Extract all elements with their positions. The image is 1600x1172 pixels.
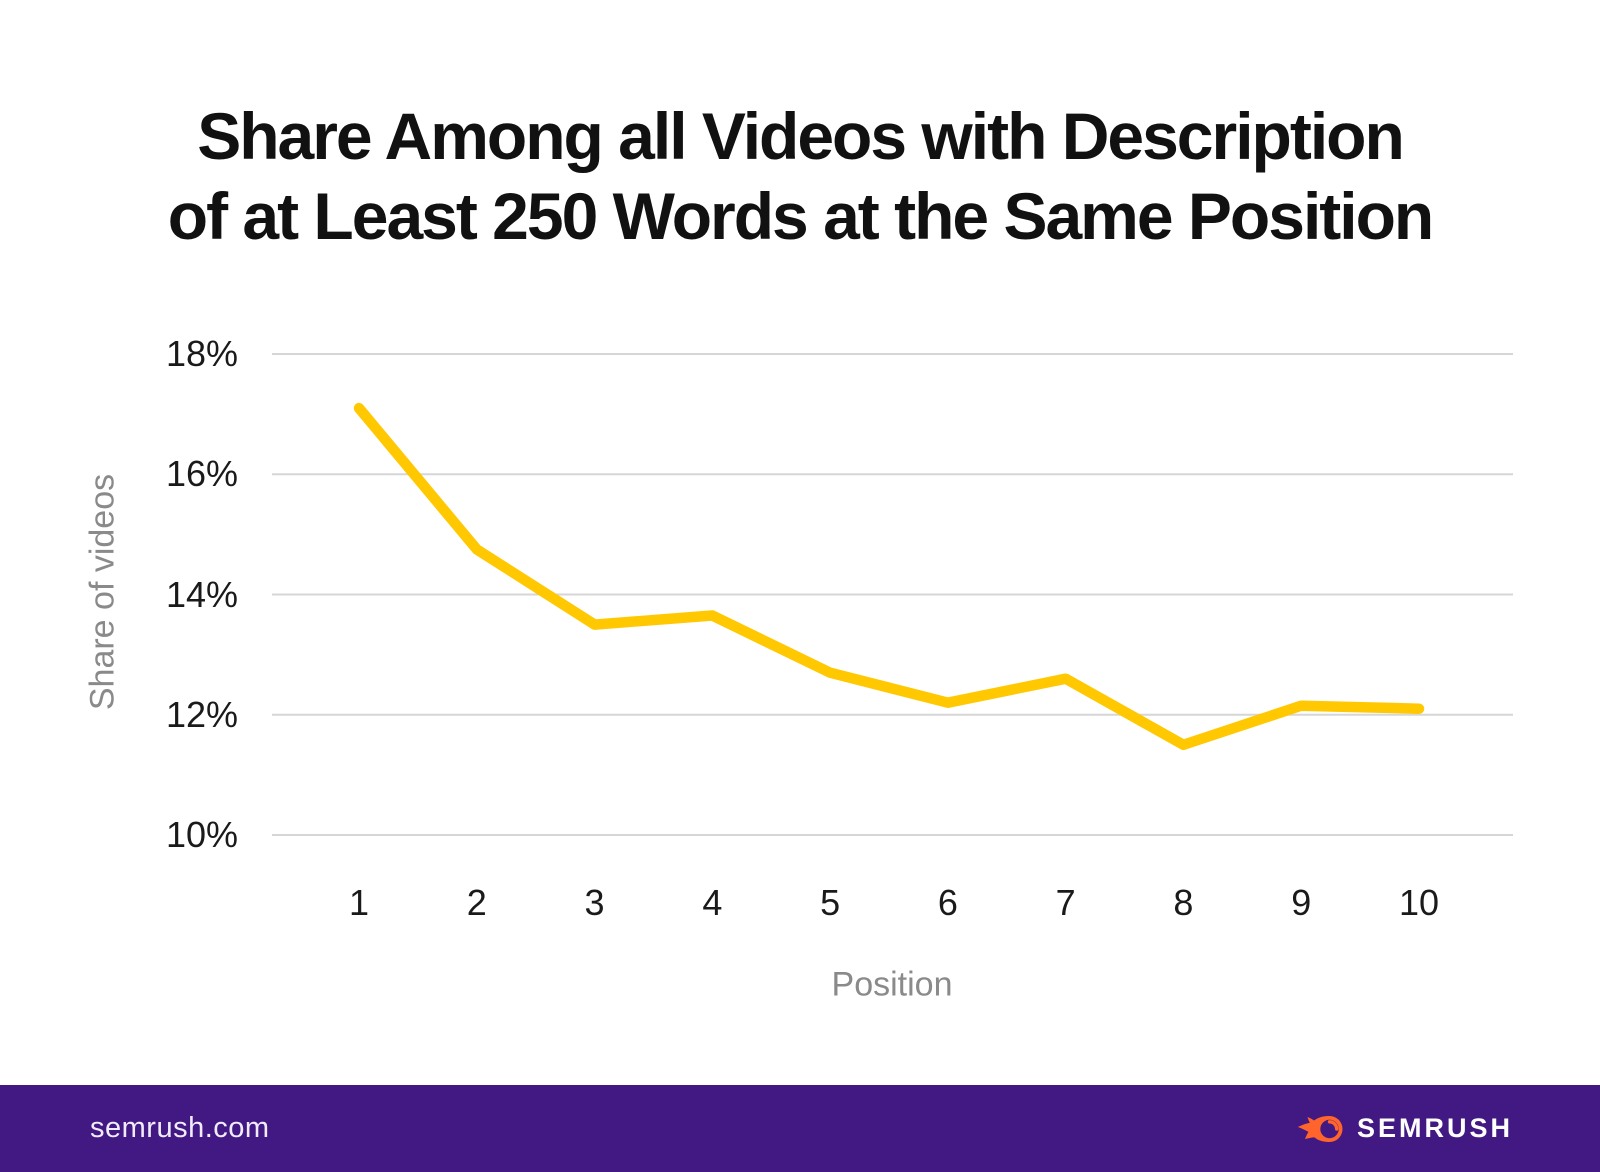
y-tick-label: 18% [165,333,238,374]
semrush-flame-icon [1297,1115,1343,1142]
x-tick-label: 7 [1055,882,1076,923]
y-axis-title: Share of videos [83,473,122,711]
x-axis-title: Position [831,965,953,1004]
y-tick-label: 10% [165,814,238,855]
x-tick-label: 10 [1398,882,1440,923]
semrush-logo: SEMRUSH [1297,1113,1513,1144]
x-tick-label: 8 [1173,882,1194,923]
website-url: semrush.com [90,1112,270,1144]
y-tick-label: 12% [165,693,238,735]
x-tick-label: 3 [584,882,605,923]
x-tick-label: 6 [937,882,958,923]
x-tick-label: 2 [466,882,487,923]
data-series-line [353,402,1425,751]
chart-title-line1: Share Among all Videos with Description [197,99,1405,173]
y-tick-label: 14% [165,573,238,615]
x-tick-label: 9 [1291,882,1312,923]
plot-area [272,353,1513,836]
x-tick-label: 5 [820,882,841,923]
x-tick-label: 4 [702,882,723,923]
y-tick-label: 16% [165,453,238,495]
footer-bar: semrush.com SEMRUSH [0,1085,1600,1172]
chart-title: Share Among all Videos with Description o… [0,96,1600,256]
x-tick-label: 1 [348,882,370,923]
semrush-wordmark: SEMRUSH [1356,1113,1513,1143]
chart-title-line2: of at Least 250 Words at the Same Positi… [167,179,1434,253]
